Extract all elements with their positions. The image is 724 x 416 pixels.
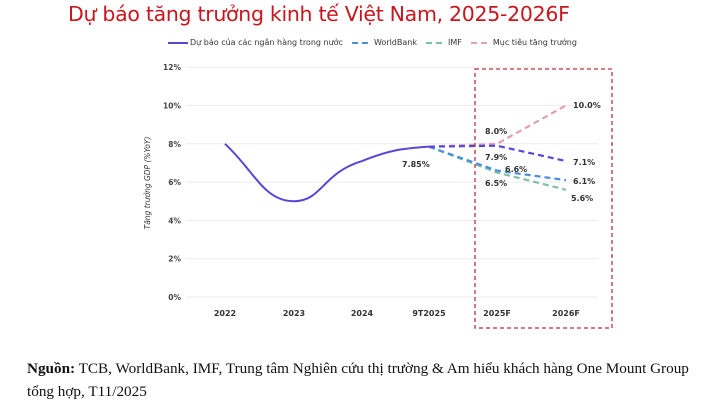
series-forecast-line: [428, 145, 567, 182]
x-tick-label: 2022: [214, 309, 236, 318]
source-text: TCB, WorldBank, IMF, Trung tâm Nghiên cứ…: [27, 360, 689, 400]
legend-item-banks: Dự báo của các ngân hàng trong nước: [168, 38, 343, 47]
data-label: 6.1%: [573, 177, 595, 186]
y-tick-label: 8%: [168, 140, 181, 149]
data-label: 7.1%: [573, 158, 595, 167]
y-tick-label: 2%: [168, 255, 181, 264]
legend-label: WorldBank: [373, 38, 417, 47]
line-chart: 0%2%4%6%8%10%12% Tăng trưởng GDP (%YoY) …: [143, 63, 613, 329]
x-axis-ticks: 2022 2023 2024 9T2025 2025F 2026F: [214, 309, 580, 318]
chart-legend: Dự báo của các ngân hàng trong nước Worl…: [168, 38, 586, 47]
legend-item-target: Mục tiêu tăng trưởng: [470, 38, 577, 47]
chart-title: Dự báo tăng trưởng kinh tế Việt Nam, 202…: [68, 2, 570, 26]
y-tick-label: 12%: [163, 63, 181, 72]
legend-swatch-solid: [168, 41, 188, 44]
y-tick-label: 6%: [168, 178, 181, 187]
data-label: 7.9%: [485, 153, 507, 162]
x-tick-label: 9T2025: [412, 309, 446, 318]
series-banks-actual: [224, 143, 430, 203]
data-label: 6.5%: [485, 179, 507, 188]
y-axis-label: Tăng trưởng GDP (%YoY): [143, 137, 152, 230]
x-tick-label: 2026F: [552, 309, 580, 318]
data-label: 10.0%: [573, 101, 601, 110]
y-axis-ticks: 0% 2% 4% 6% 8% 10% 12%: [163, 63, 181, 302]
legend-swatch-dashed: [351, 41, 368, 44]
legend-label: IMF: [447, 38, 462, 47]
x-tick-label: 2023: [283, 309, 305, 318]
series-lines: [224, 104, 567, 203]
data-label: 8.0%: [485, 127, 507, 136]
y-tick-label: 0%: [168, 293, 181, 302]
legend-label: Mục tiêu tăng trưởng: [492, 38, 577, 47]
data-label: 5.6%: [571, 194, 593, 203]
x-tick-label: 2025F: [483, 309, 511, 318]
series-forecast-line: [428, 144, 567, 163]
legend-item-worldbank: WorldBank: [351, 38, 417, 47]
legend-swatch-dashed: [425, 41, 442, 44]
source-note: Nguồn: TCB, WorldBank, IMF, Trung tâm Ng…: [27, 357, 717, 403]
y-tick-label: 10%: [163, 102, 181, 111]
data-label: 7.85%: [402, 160, 430, 169]
legend-swatch-dashed: [470, 41, 487, 44]
data-label: 6.6%: [505, 165, 527, 174]
data-labels: 7.85% 8.0% 7.9% 6.6% 6.5% 10.0% 7.1% 6.1% 5.6%: [402, 101, 601, 203]
legend-label: Dự báo của các ngân hàng trong nước: [190, 38, 343, 47]
forecast-highlight-box: [474, 68, 613, 329]
y-tick-label: 4%: [168, 216, 181, 225]
source-label: Nguồn:: [27, 360, 76, 377]
x-tick-label: 2024: [351, 309, 374, 318]
legend-item-imf: IMF: [425, 38, 462, 47]
gridlines: [186, 66, 598, 298]
